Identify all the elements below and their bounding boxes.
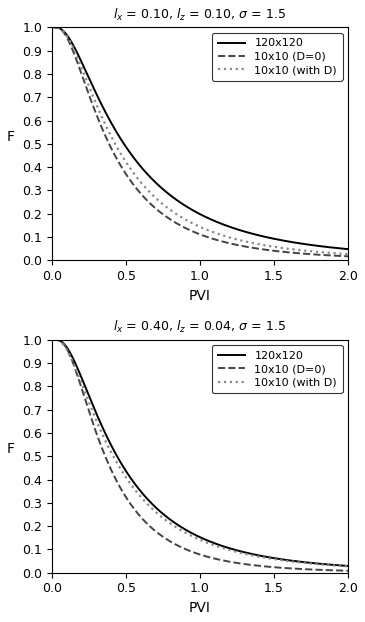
10x10 (with D)	[50, 24, 54, 31]
120x120	[186, 204, 190, 211]
10x10 (D=0)	[337, 252, 342, 259]
10x10 (with D)	[337, 562, 342, 570]
10x10 (with D)	[283, 557, 287, 564]
120x120	[337, 562, 342, 569]
10x10 (with D)	[186, 217, 190, 225]
10x10 (with D)	[65, 346, 69, 354]
10x10 (with D)	[346, 563, 350, 570]
10x10 (with D)	[50, 336, 54, 343]
10x10 (with D)	[337, 250, 342, 258]
10x10 (D=0)	[194, 229, 198, 236]
10x10 (D=0)	[346, 567, 350, 575]
120x120	[50, 336, 54, 343]
10x10 (D=0)	[186, 547, 190, 554]
120x120	[186, 527, 190, 535]
10x10 (D=0)	[337, 567, 342, 574]
Line: 10x10 (D=0): 10x10 (D=0)	[52, 27, 348, 256]
10x10 (D=0)	[194, 549, 198, 557]
120x120	[50, 24, 54, 31]
Y-axis label: F: F	[7, 130, 15, 144]
10x10 (with D)	[194, 534, 198, 542]
120x120	[283, 556, 287, 564]
10x10 (with D)	[65, 32, 69, 40]
10x10 (with D)	[346, 251, 350, 258]
10x10 (D=0)	[186, 226, 190, 233]
120x120	[194, 208, 198, 216]
Title: $l_x$ = 0.40, $l_z$ = 0.04, $\sigma$ = 1.5: $l_x$ = 0.40, $l_z$ = 0.04, $\sigma$ = 1…	[114, 319, 287, 335]
10x10 (D=0)	[346, 253, 350, 260]
Y-axis label: F: F	[7, 442, 15, 456]
120x120	[337, 244, 342, 252]
Legend: 120x120, 10x10 (D=0), 10x10 (with D): 120x120, 10x10 (D=0), 10x10 (with D)	[212, 33, 343, 81]
10x10 (D=0)	[337, 252, 342, 259]
10x10 (D=0)	[283, 248, 287, 256]
120x120	[337, 244, 342, 252]
Line: 120x120: 120x120	[52, 27, 348, 249]
10x10 (D=0)	[50, 336, 54, 343]
Legend: 120x120, 10x10 (D=0), 10x10 (with D): 120x120, 10x10 (D=0), 10x10 (with D)	[212, 345, 343, 393]
10x10 (D=0)	[283, 564, 287, 572]
120x120	[337, 562, 342, 569]
10x10 (with D)	[283, 244, 287, 252]
10x10 (D=0)	[337, 567, 342, 574]
120x120	[194, 532, 198, 539]
120x120	[346, 562, 350, 570]
Title: $l_x$ = 0.10, $l_z$ = 0.10, $\sigma$ = 1.5: $l_x$ = 0.10, $l_z$ = 0.10, $\sigma$ = 1…	[114, 7, 287, 23]
10x10 (D=0)	[65, 345, 69, 353]
10x10 (D=0)	[50, 24, 54, 31]
X-axis label: PVI: PVI	[189, 289, 211, 303]
120x120	[65, 344, 69, 351]
10x10 (with D)	[186, 531, 190, 538]
10x10 (with D)	[194, 221, 198, 229]
Line: 10x10 (D=0): 10x10 (D=0)	[52, 340, 348, 571]
10x10 (with D)	[337, 250, 342, 258]
Line: 120x120: 120x120	[52, 340, 348, 566]
120x120	[65, 32, 69, 39]
10x10 (with D)	[337, 562, 342, 570]
10x10 (D=0)	[65, 34, 69, 42]
X-axis label: PVI: PVI	[189, 601, 211, 615]
120x120	[346, 246, 350, 253]
Line: 10x10 (with D): 10x10 (with D)	[52, 27, 348, 254]
120x120	[283, 237, 287, 244]
Line: 10x10 (with D): 10x10 (with D)	[52, 340, 348, 567]
